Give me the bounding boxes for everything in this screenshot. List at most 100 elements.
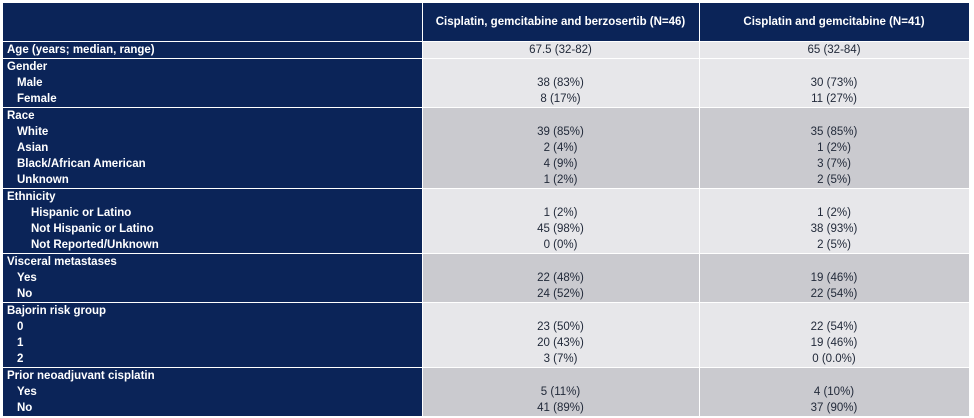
category-row: Prior neoadjuvant cisplatin — [3, 367, 970, 384]
value-cell-berzosertib-arm: 67.5 (32-82) — [422, 41, 700, 59]
value-cell-control-arm: 37 (90%) — [699, 400, 970, 416]
category-label: Prior neoadjuvant cisplatin — [3, 367, 423, 384]
value-cell-berzosertib-arm: 38 (83%) — [422, 75, 700, 91]
category-label: Visceral metastases — [3, 253, 423, 270]
table-body: Age (years; median, range) 67.5 (32-82) 65… — [3, 41, 970, 416]
value-cell-berzosertib-arm: 2 (4%) — [422, 140, 700, 156]
subcategory-row: Female 8 (17%) 11 (27%) — [3, 91, 970, 108]
subcategory-label: White — [3, 124, 423, 140]
header-row: Cisplatin, gemcitabine and berzosertib (… — [3, 3, 970, 42]
baseline-characteristics-table: Cisplatin, gemcitabine and berzosertib (… — [3, 3, 970, 416]
value-cell-berzosertib-arm: 5 (11%) — [422, 384, 700, 400]
value-cell-control-arm: 11 (27%) — [699, 91, 970, 108]
subcategory-label: Not Hispanic or Latino — [3, 221, 423, 237]
value-cell-berzosertib-arm — [422, 253, 700, 270]
subcategory-label: Yes — [3, 384, 423, 400]
subcategory-row: 0 23 (50%) 22 (54%) — [3, 319, 970, 335]
subcategory-label: Yes — [3, 270, 423, 286]
value-cell-control-arm: 22 (54%) — [699, 286, 970, 303]
subcategory-label: Female — [3, 91, 423, 108]
subcategory-row: Black/African American 4 (9%) 3 (7%) — [3, 156, 970, 172]
baseline-characteristics-table-container: Cisplatin, gemcitabine and berzosertib (… — [3, 3, 970, 416]
value-cell-control-arm: 35 (85%) — [699, 124, 970, 140]
header-arm-control: Cisplatin and gemcitabine (N=41) — [699, 3, 970, 42]
value-cell-berzosertib-arm: 22 (48%) — [422, 270, 700, 286]
subcategory-label: Unknown — [3, 172, 423, 189]
value-cell-berzosertib-arm — [422, 188, 700, 205]
subcategory-label: 1 — [3, 335, 423, 351]
category-label: Ethnicity — [3, 188, 423, 205]
subcategory-label: No — [3, 286, 423, 303]
value-cell-control-arm: 1 (2%) — [699, 140, 970, 156]
value-cell-berzosertib-arm: 4 (9%) — [422, 156, 700, 172]
value-cell-berzosertib-arm: 1 (2%) — [422, 205, 700, 221]
value-cell-berzosertib-arm: 24 (52%) — [422, 286, 700, 303]
category-row: Age (years; median, range) 67.5 (32-82) 65… — [3, 41, 970, 59]
value-cell-control-arm: 22 (54%) — [699, 319, 970, 335]
subcategory-row: No 41 (89%) 37 (90%) — [3, 400, 970, 416]
value-cell-berzosertib-arm: 45 (98%) — [422, 221, 700, 237]
value-cell-control-arm: 65 (32-84) — [699, 41, 970, 59]
value-cell-berzosertib-arm: 39 (85%) — [422, 124, 700, 140]
header-blank-cell — [3, 3, 423, 42]
subcategory-label: Male — [3, 75, 423, 91]
table-header: Cisplatin, gemcitabine and berzosertib (… — [3, 3, 970, 42]
value-cell-berzosertib-arm — [422, 367, 700, 384]
value-cell-control-arm: 30 (73%) — [699, 75, 970, 91]
value-cell-control-arm — [699, 188, 970, 205]
value-cell-control-arm: 19 (46%) — [699, 270, 970, 286]
value-cell-berzosertib-arm — [422, 58, 700, 75]
value-cell-control-arm: 38 (93%) — [699, 221, 970, 237]
subcategory-row: Asian 2 (4%) 1 (2%) — [3, 140, 970, 156]
value-cell-control-arm: 2 (5%) — [699, 237, 970, 254]
subcategory-row: White 39 (85%) 35 (85%) — [3, 124, 970, 140]
subcategory-label: 2 — [3, 351, 423, 368]
category-label: Race — [3, 107, 423, 124]
subcategory-label: 0 — [3, 319, 423, 335]
subcategory-label: Asian — [3, 140, 423, 156]
value-cell-control-arm: 0 (0.0%) — [699, 351, 970, 368]
value-cell-control-arm — [699, 253, 970, 270]
category-row: Race — [3, 107, 970, 124]
value-cell-control-arm — [699, 367, 970, 384]
value-cell-berzosertib-arm — [422, 302, 700, 319]
subcategory-row: No 24 (52%) 22 (54%) — [3, 286, 970, 303]
value-cell-berzosertib-arm: 3 (7%) — [422, 351, 700, 368]
category-label: Gender — [3, 58, 423, 75]
category-row: Visceral metastases — [3, 253, 970, 270]
value-cell-control-arm: 2 (5%) — [699, 172, 970, 189]
value-cell-berzosertib-arm — [422, 107, 700, 124]
subcategory-row: Hispanic or Latino 1 (2%) 1 (2%) — [3, 205, 970, 221]
category-row: Bajorin risk group — [3, 302, 970, 319]
category-label: Age (years; median, range) — [3, 41, 423, 59]
value-cell-berzosertib-arm: 41 (89%) — [422, 400, 700, 416]
subcategory-label: Hispanic or Latino — [3, 205, 423, 221]
subcategory-row: Not Hispanic or Latino 45 (98%) 38 (93%) — [3, 221, 970, 237]
subcategory-label: Not Reported/Unknown — [3, 237, 423, 254]
value-cell-control-arm: 1 (2%) — [699, 205, 970, 221]
value-cell-berzosertib-arm: 0 (0%) — [422, 237, 700, 254]
value-cell-berzosertib-arm: 1 (2%) — [422, 172, 700, 189]
value-cell-control-arm: 19 (46%) — [699, 335, 970, 351]
subcategory-row: Unknown 1 (2%) 2 (5%) — [3, 172, 970, 189]
value-cell-control-arm: 4 (10%) — [699, 384, 970, 400]
subcategory-row: Male 38 (83%) 30 (73%) — [3, 75, 970, 91]
category-row: Gender — [3, 58, 970, 75]
category-row: Ethnicity — [3, 188, 970, 205]
subcategory-row: 1 20 (43%) 19 (46%) — [3, 335, 970, 351]
value-cell-control-arm — [699, 58, 970, 75]
header-arm-berzosertib: Cisplatin, gemcitabine and berzosertib (… — [422, 3, 700, 42]
subcategory-label: No — [3, 400, 423, 416]
value-cell-berzosertib-arm: 20 (43%) — [422, 335, 700, 351]
value-cell-control-arm — [699, 107, 970, 124]
subcategory-row: Yes 22 (48%) 19 (46%) — [3, 270, 970, 286]
value-cell-control-arm: 3 (7%) — [699, 156, 970, 172]
value-cell-berzosertib-arm: 8 (17%) — [422, 91, 700, 108]
subcategory-row: Yes 5 (11%) 4 (10%) — [3, 384, 970, 400]
subcategory-row: Not Reported/Unknown 0 (0%) 2 (5%) — [3, 237, 970, 254]
value-cell-berzosertib-arm: 23 (50%) — [422, 319, 700, 335]
category-label: Bajorin risk group — [3, 302, 423, 319]
value-cell-control-arm — [699, 302, 970, 319]
subcategory-label: Black/African American — [3, 156, 423, 172]
